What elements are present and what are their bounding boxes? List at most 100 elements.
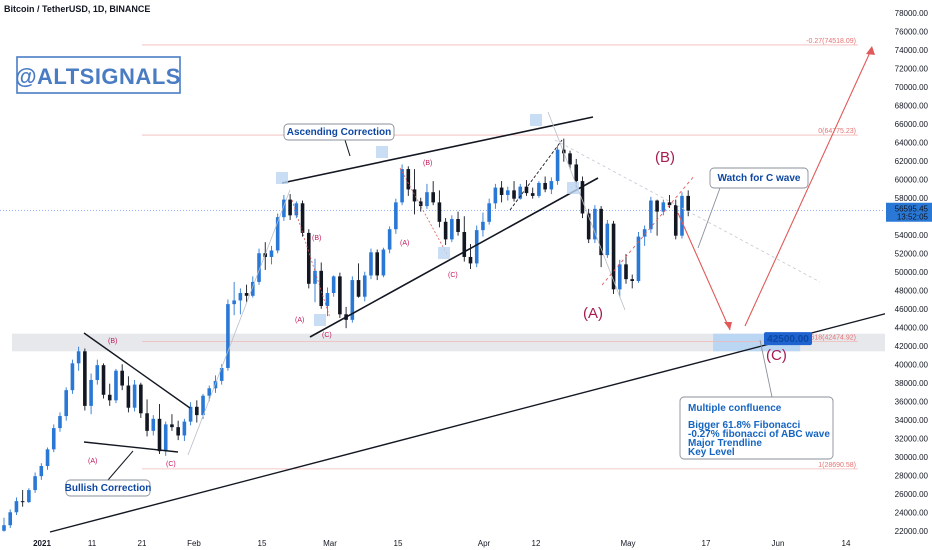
- y-axis-panel: [885, 0, 932, 550]
- candle-up: [45, 449, 50, 466]
- x-tick-label: Feb: [187, 539, 201, 548]
- pivot-highlight: [438, 247, 450, 259]
- y-tick-label: 54000.00: [895, 231, 929, 240]
- wave-label-small: (C): [322, 332, 332, 339]
- candle-down: [139, 384, 143, 414]
- confluence-box: [679, 396, 834, 460]
- pivot-highlight: [314, 314, 326, 326]
- arrowhead-up: [866, 46, 875, 55]
- candle-down: [586, 213, 591, 240]
- y-tick-label: 46000.00: [895, 305, 929, 314]
- x-tick-label: 15: [258, 539, 267, 548]
- y-tick-label: 42000.00: [895, 342, 929, 351]
- y-tick-label: 76000.00: [895, 27, 929, 36]
- wave-label-small: (B): [312, 235, 321, 242]
- ascending-lower-line: [309, 177, 599, 338]
- candle-up: [207, 388, 212, 396]
- key-level-zone: [12, 333, 885, 352]
- candle-down: [599, 208, 603, 256]
- y-tick-label: 74000.00: [895, 46, 929, 55]
- ascending-correction-label: Ascending Correction: [287, 127, 391, 138]
- candle-down: [375, 252, 379, 276]
- bullish-correction-pointer: [107, 450, 134, 481]
- y-tick-label: 34000.00: [895, 416, 929, 425]
- countdown-label: 13:52:05: [897, 213, 929, 222]
- candle-up: [493, 187, 498, 204]
- candle-up: [251, 281, 255, 296]
- y-tick-label: 38000.00: [895, 379, 929, 388]
- x-tick-label: 14: [842, 539, 851, 548]
- x-tick-label: 12: [532, 539, 541, 548]
- candle-up: [400, 169, 404, 203]
- y-tick-label: 22000.00: [895, 527, 929, 536]
- candle-up: [636, 236, 641, 281]
- y-tick-label: 28000.00: [895, 471, 929, 480]
- thin-trendline-2: [547, 111, 626, 311]
- wave-label-b: (B): [655, 149, 675, 166]
- confluence-line: Key Level: [688, 447, 735, 458]
- candle-down: [176, 427, 180, 436]
- candle-up: [132, 384, 137, 408]
- candle-up: [661, 202, 666, 212]
- target-price-badge: [764, 332, 812, 346]
- candle-up: [257, 253, 261, 282]
- candle-up: [381, 249, 386, 276]
- candle-down: [462, 231, 467, 257]
- candle-up: [58, 416, 62, 429]
- candle-up: [232, 300, 236, 305]
- y-tick-label: 72000.00: [895, 64, 929, 73]
- brand-label: @ALTSIGNALS: [15, 64, 181, 89]
- fib-level-label: 1(28690.58): [818, 462, 856, 469]
- watch-c-pointer: [697, 187, 721, 249]
- candle-up: [14, 501, 19, 513]
- dashed-wave-3: [509, 139, 563, 211]
- wave-label-small: (B): [423, 160, 432, 167]
- ascending-correction-pointer: [344, 139, 351, 157]
- candle-up: [313, 270, 317, 284]
- candle-up: [518, 186, 523, 199]
- candle-up: [163, 424, 168, 452]
- candle-up: [151, 418, 156, 431]
- y-tick-label: 62000.00: [895, 157, 929, 166]
- x-tick-label: 2021: [33, 539, 51, 548]
- candle-up: [425, 192, 429, 207]
- candle-up: [33, 476, 37, 491]
- candle-down: [356, 280, 361, 297]
- confluence-title: Multiple confluence: [688, 403, 782, 414]
- wave-label-small: (B): [108, 338, 117, 345]
- candle-down: [170, 424, 174, 428]
- candle-up: [226, 304, 230, 368]
- candle-up: [450, 219, 454, 240]
- candle-up: [487, 203, 491, 222]
- y-tick-label: 70000.00: [895, 83, 929, 92]
- confluence-line: Bigger 61.8% Fibonacci: [688, 420, 800, 431]
- candle-down: [120, 370, 124, 386]
- ascending-upper-line: [281, 116, 594, 184]
- current-price-badge: [886, 202, 932, 222]
- candle-down: [101, 365, 106, 395]
- candle-down: [20, 501, 25, 503]
- y-tick-label: 36000.00: [895, 397, 929, 406]
- candle-up: [114, 370, 118, 401]
- wave-label-c: (C): [766, 347, 787, 364]
- confluence-pointer: [759, 339, 773, 398]
- candle-up: [89, 379, 93, 406]
- candle-up: [394, 202, 398, 230]
- projection-down: [677, 212, 731, 331]
- x-tick-label: May: [620, 539, 635, 548]
- y-tick-label: 30000.00: [895, 453, 929, 462]
- candle-up: [188, 406, 193, 422]
- candle-down: [300, 203, 305, 233]
- y-tick-label: 44000.00: [895, 323, 929, 332]
- dashed-projection: [554, 139, 821, 283]
- y-tick-label: 40000.00: [895, 360, 929, 369]
- wave-label-a: (A): [583, 305, 603, 322]
- candle-up: [605, 223, 610, 256]
- candle-up: [362, 275, 367, 297]
- candle-down: [686, 195, 690, 211]
- candle-down: [126, 385, 131, 408]
- candle-down: [667, 202, 672, 206]
- x-tick-label: 15: [394, 539, 403, 548]
